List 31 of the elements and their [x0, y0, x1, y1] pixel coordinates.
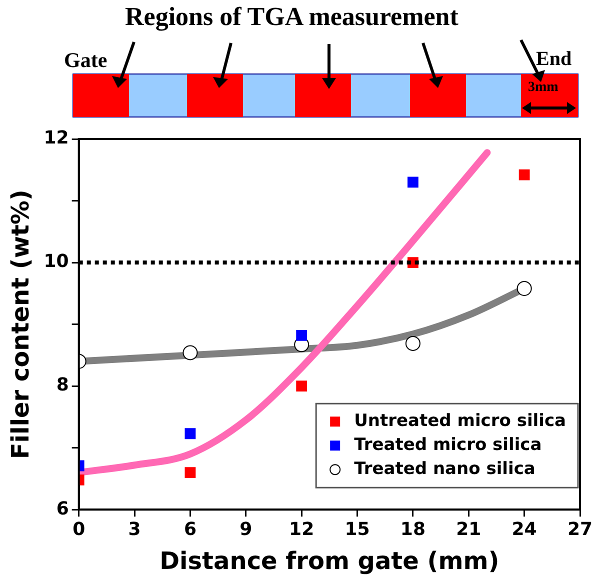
- point: [182, 345, 198, 360]
- x-tick-label: 21: [456, 519, 482, 540]
- x-tick-label: 6: [184, 519, 196, 540]
- point: [184, 467, 196, 478]
- y-tick-label: 8: [56, 374, 69, 396]
- x-tick-label: 18: [400, 519, 426, 540]
- x-tick-label: 3: [128, 519, 141, 540]
- text: End: [536, 48, 572, 71]
- point: [516, 280, 532, 296]
- x-tick-label: 12: [289, 519, 314, 540]
- x-tick-label: 24: [512, 519, 537, 540]
- text: Gate: [64, 48, 108, 73]
- x-tick-label: 15: [344, 519, 370, 540]
- x-tick-label: 27: [567, 519, 593, 540]
- y-axis-title: Filler content (wt%): [6, 189, 35, 460]
- point: [296, 330, 308, 341]
- y-tick-label: 10: [44, 251, 69, 272]
- point: [184, 428, 196, 440]
- y-tick-label: 12: [44, 128, 69, 149]
- text: Regions of TGA measurement: [125, 2, 458, 32]
- legend-label: Treated nano silica: [354, 459, 536, 480]
- x-axis-title: Distance from gate (mm): [160, 546, 500, 575]
- point: [296, 380, 308, 392]
- text: 3mm: [528, 80, 558, 96]
- x-tick-label: 9: [240, 519, 252, 540]
- legend-label: Untreated micro silica: [354, 411, 566, 432]
- x-tick-label: 0: [72, 519, 86, 540]
- legend-label: Treated micro silica: [354, 435, 542, 456]
- y-tick-label: 6: [56, 498, 69, 520]
- point: [408, 176, 418, 188]
- point: [518, 169, 530, 180]
